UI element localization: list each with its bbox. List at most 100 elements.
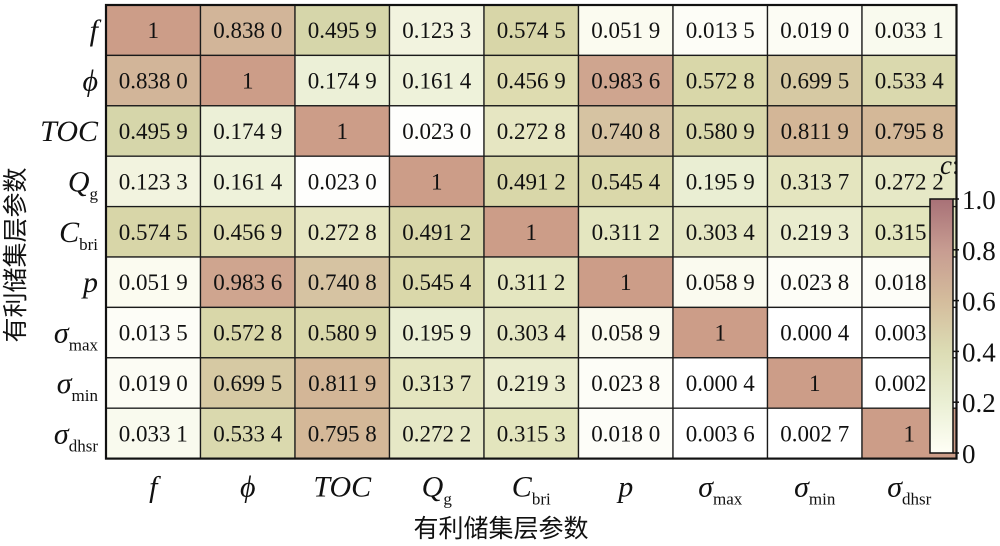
heatmap-cell (577, 4, 674, 57)
y-tick-label: Qg (68, 165, 99, 203)
heatmap-cell (199, 155, 296, 208)
heatmap-cell-value: 0.838 0 (119, 69, 188, 94)
heatmap-cell (105, 407, 202, 460)
heatmap-cell-value: 0.838 0 (213, 18, 282, 43)
heatmap-cell-value: 0.983 6 (591, 69, 660, 94)
heatmap-cell (294, 357, 391, 409)
heatmap-cell (672, 357, 769, 409)
heatmap-cell-value: 0.000 4 (686, 371, 756, 396)
heatmap-cell (105, 54, 202, 107)
heatmap-cell-value: 0.019 0 (780, 18, 849, 43)
heatmap-cell (294, 256, 391, 309)
heatmap-cell (577, 407, 674, 460)
heatmap-cell-value: 0.272 8 (497, 119, 566, 144)
heatmap-cell (199, 4, 296, 57)
heatmap-cell-value: 0.580 9 (308, 321, 377, 346)
heatmap-cell-value: 0.023 8 (591, 371, 660, 396)
heatmap-cell-value: 0.311 2 (592, 220, 660, 245)
heatmap-cell-value: 1 (431, 169, 443, 194)
heatmap-cell (577, 205, 674, 258)
heatmap-cell (105, 357, 202, 409)
heatmap-cell-value: 0.058 9 (591, 321, 660, 346)
heatmap-cell-value: 0.195 9 (686, 169, 755, 194)
colorbar-tick-label: 0.8 (962, 236, 996, 266)
heatmap-cell-value: 0.023 8 (780, 270, 849, 295)
heatmap-cell (294, 407, 391, 460)
heatmap-cell-value: 0.000 4 (780, 321, 850, 346)
heatmap-cell-value: 0.811 9 (781, 119, 849, 144)
heatmap-cell-value: 0.013 5 (119, 321, 188, 346)
heatmap-cell-value: 0.545 4 (402, 270, 472, 295)
heatmap-cell-value: 0.002 7 (780, 421, 849, 446)
colorbar-ticks: 0 0.2 0.4 0.6 0.8 1.0 (953, 185, 996, 469)
heatmap-cell-value: 0.313 7 (402, 371, 471, 396)
heatmap-cell-value: 0.123 3 (119, 169, 188, 194)
colorbar-tick-label: 0.6 (962, 287, 996, 317)
heatmap-cell (388, 205, 485, 258)
heatmap-cell (199, 105, 296, 157)
heatmap-cell-value: 0.533 4 (213, 421, 283, 446)
heatmap-cell-value: 1 (337, 119, 349, 144)
heatmap-cell-value: 0.699 5 (780, 69, 849, 94)
heatmap-cell-value: 0.740 8 (591, 119, 660, 144)
heatmap-cell-value: 0.174 9 (308, 69, 377, 94)
heatmap-cell (861, 54, 958, 107)
heatmap-cell (105, 205, 202, 258)
heatmap-cell-value: 0.219 3 (497, 371, 566, 396)
y-tick-label: f (90, 14, 102, 47)
heatmap-cell (672, 54, 769, 107)
y-axis-title: 有利储集层参数 (1, 167, 30, 342)
heatmap-cell (105, 306, 202, 359)
heatmap-cell-value: 0.013 5 (686, 18, 755, 43)
heatmap-cell (388, 155, 485, 208)
y-axis-tick-labels: fϕ TOC Qg Cbri p σmax σmin σdhsr (40, 14, 101, 455)
heatmap-cell (861, 105, 958, 157)
x-axis-title: 有利储集层参数 (413, 514, 588, 543)
heatmap-cell-value: 0.195 9 (402, 321, 471, 346)
heatmap-cell (294, 105, 391, 157)
colorbar-gradient (929, 198, 954, 454)
heatmap-cell (766, 4, 863, 57)
heatmap-cell-labels: 1 0.838 0 0.495 9 0.123 3 0.574 5 0.051 9 0.01… (119, 18, 945, 446)
x-axis-tick-labels: f ϕ TOC Qg Cbri p σmax σmin σdhsr (149, 471, 932, 509)
heatmap-cell-value: 1 (809, 371, 821, 396)
y-tick-label: σmin (57, 367, 99, 405)
heatmap-cell-value: 0.051 9 (591, 18, 660, 43)
heatmap-cell (672, 407, 769, 460)
x-tick-label: σdhsr (887, 471, 931, 509)
heatmap-cell-value: 0.003 6 (686, 421, 755, 446)
heatmap-cell (483, 407, 580, 460)
heatmap-cell-value: 0.033 1 (119, 421, 188, 446)
heatmap-cell-value: 0.495 9 (308, 18, 377, 43)
y-tick-label: TOC (40, 115, 99, 148)
y-tick-label: ϕ (82, 65, 98, 98)
heatmap-cell (388, 105, 485, 157)
heatmap-cell-value: 0.580 9 (686, 119, 755, 144)
x-tick-label: σmax (698, 471, 743, 509)
heatmap-cell (105, 256, 202, 309)
heatmap-cell (388, 256, 485, 309)
heatmap-cell (483, 105, 580, 157)
heatmap-cell (105, 4, 202, 57)
heatmap-cell-value: 0.051 9 (119, 270, 188, 295)
heatmap-cell-value: 0.574 5 (497, 18, 566, 43)
heatmap-cell (577, 357, 674, 409)
heatmap-cell-value: 0.161 4 (213, 169, 283, 194)
y-tick-label: σdhsr (54, 417, 98, 455)
y-tick-label: σmax (54, 317, 99, 355)
heatmap-cell (483, 54, 580, 107)
heatmap-cell-value: 0.123 3 (402, 18, 471, 43)
heatmap-cell-value: 0.983 6 (213, 270, 282, 295)
heatmap-cell (483, 306, 580, 359)
heatmap-cell (294, 205, 391, 258)
heatmap-cell-value: 1 (242, 69, 254, 94)
heatmap-cell-value: 0.795 8 (875, 119, 944, 144)
heatmap-cell-value: 0.311 2 (497, 270, 565, 295)
x-tick-label: p (616, 471, 633, 504)
heatmap-cell (766, 54, 863, 107)
heatmap-cell (199, 407, 296, 460)
heatmap-cell-value: 0.023 0 (402, 119, 471, 144)
heatmap-cell-value: 0.058 9 (686, 270, 755, 295)
heatmap-cell-value: 0.545 4 (591, 169, 661, 194)
